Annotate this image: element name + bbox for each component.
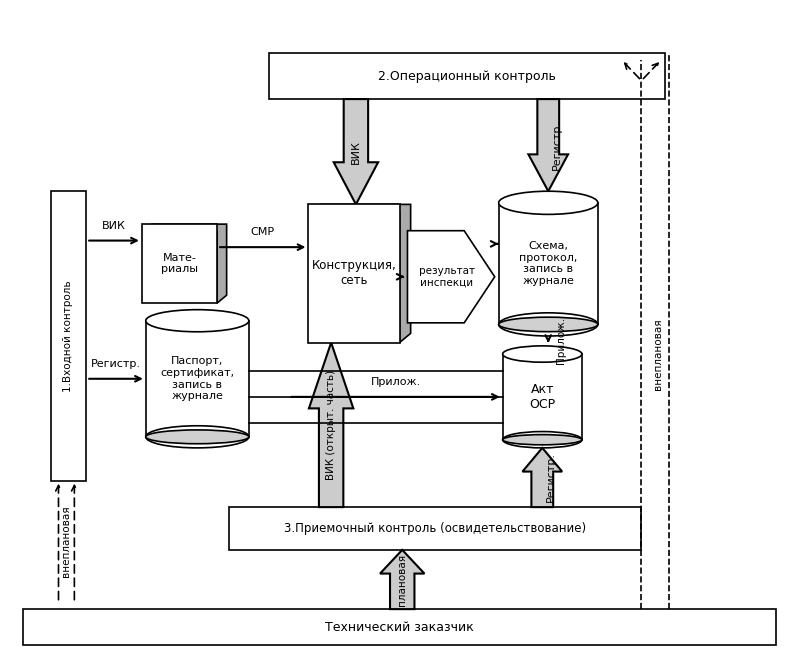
Text: плановая: плановая xyxy=(397,554,408,605)
FancyBboxPatch shape xyxy=(499,203,598,325)
Polygon shape xyxy=(334,99,378,204)
Text: Мате-
риалы: Мате- риалы xyxy=(161,253,198,274)
Text: СМР: СМР xyxy=(251,227,275,237)
Polygon shape xyxy=(380,550,424,609)
Ellipse shape xyxy=(499,313,598,336)
Text: Технический заказчик: Технический заказчик xyxy=(325,621,474,634)
FancyBboxPatch shape xyxy=(269,53,665,99)
Ellipse shape xyxy=(503,435,582,445)
Text: 3.Приемочный контроль (освидетельствование): 3.Приемочный контроль (освидетельствован… xyxy=(284,522,587,535)
Text: ВИК: ВИК xyxy=(351,140,361,164)
Ellipse shape xyxy=(146,310,249,332)
Text: 1.Входной контроль: 1.Входной контроль xyxy=(64,280,73,392)
Ellipse shape xyxy=(503,431,582,448)
Text: ВИК (открыт. часть): ВИК (открыт. часть) xyxy=(326,370,337,480)
Text: Прилож.: Прилож. xyxy=(370,377,420,387)
Text: Регистр.: Регистр. xyxy=(546,452,556,503)
Ellipse shape xyxy=(499,317,598,332)
Text: внеплановая: внеплановая xyxy=(61,506,72,577)
Text: результат
инспекци: результат инспекци xyxy=(419,266,475,288)
Ellipse shape xyxy=(503,346,582,362)
FancyBboxPatch shape xyxy=(146,321,249,437)
Text: Регистр.: Регистр. xyxy=(91,359,141,369)
Polygon shape xyxy=(408,230,495,323)
Polygon shape xyxy=(309,343,353,507)
Ellipse shape xyxy=(146,430,249,444)
FancyBboxPatch shape xyxy=(142,224,217,303)
Text: Паспорт,
сертификат,
запись в
журнале: Паспорт, сертификат, запись в журнале xyxy=(161,356,234,401)
Polygon shape xyxy=(529,99,568,192)
FancyBboxPatch shape xyxy=(51,192,86,480)
FancyBboxPatch shape xyxy=(503,354,582,439)
FancyBboxPatch shape xyxy=(23,609,776,645)
Ellipse shape xyxy=(146,426,249,448)
Text: 2.Операционный контроль: 2.Операционный контроль xyxy=(378,69,556,83)
FancyBboxPatch shape xyxy=(229,507,642,550)
Polygon shape xyxy=(151,224,227,303)
Text: Схема,
протокол,
запись в
журнале: Схема, протокол, запись в журнале xyxy=(519,241,578,286)
Polygon shape xyxy=(522,448,562,507)
Ellipse shape xyxy=(499,192,598,214)
Text: Акт
ОСР: Акт ОСР xyxy=(529,383,555,411)
Text: Регистр.: Регистр. xyxy=(552,120,562,170)
Text: Прилож.: Прилож. xyxy=(556,317,567,364)
Text: Конструкция,
сеть: Конструкция, сеть xyxy=(312,259,396,288)
Text: внеплановая: внеплановая xyxy=(654,319,663,390)
Text: ВИК: ВИК xyxy=(102,220,126,230)
Polygon shape xyxy=(320,204,411,343)
FancyBboxPatch shape xyxy=(308,204,399,343)
